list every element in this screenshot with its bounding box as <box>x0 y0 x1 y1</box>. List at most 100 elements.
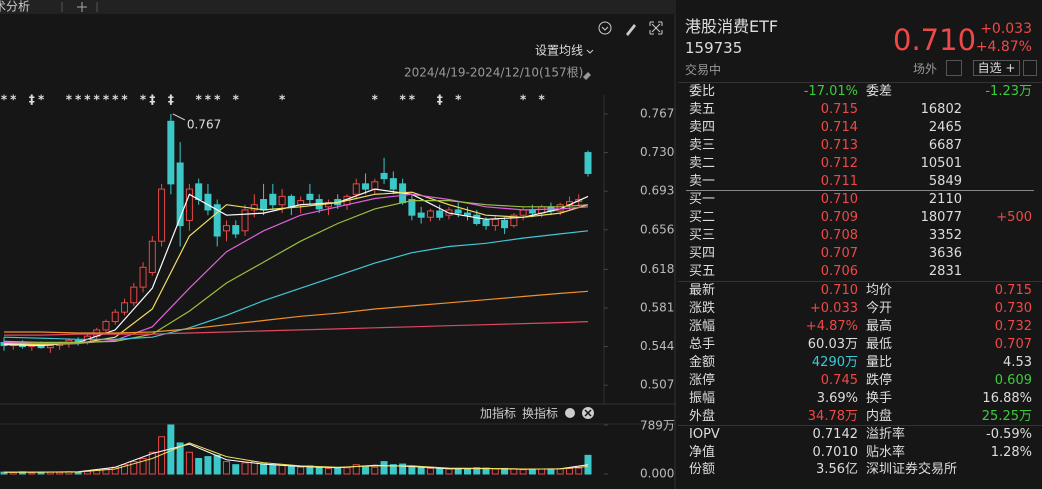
candle-body <box>195 183 203 201</box>
candle-body <box>185 188 193 221</box>
candle-body <box>241 209 249 232</box>
level-volume: 3636 <box>928 246 962 261</box>
candle-body <box>362 183 370 190</box>
stat-label: 振幅 <box>689 391 716 406</box>
level-volume: 2110 <box>928 192 962 207</box>
signal-marker: ‡ <box>29 93 35 107</box>
divider <box>678 281 1042 282</box>
fullscreen-icon[interactable] <box>649 21 663 35</box>
ma-line <box>4 290 589 334</box>
volume-bar <box>408 465 416 475</box>
volume-bar <box>334 467 342 475</box>
annotation-arrow <box>172 113 186 121</box>
level-change: +500 <box>996 210 1032 225</box>
stat-value: +4.87% <box>805 319 858 334</box>
signal-marker: ‡ <box>149 93 155 107</box>
y-tick-label: 0.693 <box>640 184 674 198</box>
volume-bar <box>352 464 360 475</box>
more-button[interactable] <box>1023 60 1037 76</box>
signal-marker: * <box>66 93 73 107</box>
signal-marker: * <box>399 93 406 107</box>
diff: -1.23万 <box>985 84 1032 99</box>
fund-value: -0.59% <box>986 427 1032 442</box>
tab[interactable]: 技术分析 <box>0 0 30 14</box>
level-volume: 3352 <box>928 228 962 243</box>
volume-bar <box>565 467 573 475</box>
candle-body <box>454 209 462 214</box>
signal-marker: * <box>372 93 379 107</box>
ma-line <box>4 321 589 336</box>
candle-body <box>148 240 156 274</box>
level-price: 0.713 <box>820 138 858 153</box>
stat-label: 涨跌 <box>689 301 716 316</box>
ma-setting[interactable]: 设置均线 <box>535 44 583 58</box>
signal-marker: * <box>455 93 462 107</box>
stat-label: 总手 <box>689 337 716 352</box>
volume-bar <box>519 469 527 475</box>
stat-label: 外盘 <box>689 409 716 424</box>
candle-body <box>269 193 277 206</box>
watchlist-button[interactable]: 自选 + <box>973 60 1020 76</box>
signal-marker: * <box>1 93 8 107</box>
candle-body <box>584 152 592 174</box>
volume-tick-label: 789万 <box>640 419 675 433</box>
level-label: 卖五 <box>689 102 716 117</box>
volume-bar <box>121 464 129 475</box>
candle-body <box>204 193 212 211</box>
signal-marker: * <box>75 93 82 107</box>
candle-body <box>111 311 119 323</box>
date-range: 2024/4/19-2024/12/10(157根) <box>404 66 583 80</box>
volume-bar <box>185 451 193 475</box>
volume-bar <box>222 461 230 475</box>
volume-bar <box>445 468 453 475</box>
level-price: 0.715 <box>820 102 858 117</box>
level-volume: 18077 <box>920 210 962 225</box>
y-tick-label: 0.618 <box>640 262 674 276</box>
volume-bar <box>426 467 434 475</box>
volume-ma-line <box>3 443 589 473</box>
stat-label: 最新 <box>689 283 716 298</box>
candle-body <box>426 210 434 218</box>
draw-icon[interactable] <box>626 24 636 36</box>
stat-value: +0.033 <box>809 301 858 316</box>
signal-marker: * <box>10 93 17 107</box>
signal-marker: * <box>38 93 45 107</box>
volume-bar <box>148 451 156 475</box>
candle-body <box>102 321 110 331</box>
chart: 技术分析 设置均线 2024/4/19-2024/12/10(157根) 加指标… <box>0 0 676 489</box>
add-indicator[interactable]: 加指标 <box>480 406 516 421</box>
volume-bar <box>371 466 379 475</box>
switch-indicator[interactable]: 换指标 <box>522 406 558 421</box>
stat-value: 0.710 <box>820 283 858 298</box>
fund-code: 159735 <box>685 39 743 57</box>
level-volume: 5849 <box>928 174 962 189</box>
diff-label: 委差 <box>866 84 893 99</box>
close-icon <box>584 409 592 417</box>
candle-body <box>501 219 509 229</box>
candle-body <box>176 162 184 227</box>
volume-bar <box>241 462 249 475</box>
stat-value: 0.707 <box>994 337 1032 352</box>
level-price: 0.712 <box>820 156 858 171</box>
volume-bar <box>464 468 471 475</box>
level-volume: 6687 <box>928 138 962 153</box>
settings-icon[interactable] <box>598 21 612 35</box>
candle-body <box>408 199 416 216</box>
ma-line <box>3 191 589 346</box>
level-label: 买三 <box>689 228 716 243</box>
level-label: 卖二 <box>689 156 716 171</box>
alert-button[interactable] <box>946 60 962 76</box>
stat-value: 0.609 <box>994 373 1032 388</box>
level-label: 卖一 <box>689 174 716 189</box>
candle-body <box>389 178 397 190</box>
stat-value: 25.25万 <box>981 409 1032 424</box>
stat-label: 金额 <box>689 355 716 370</box>
add-tab-icon[interactable] <box>77 2 87 12</box>
candle-body <box>130 286 138 304</box>
signal-marker: * <box>409 93 416 107</box>
level-price: 0.708 <box>820 228 858 243</box>
pin-icon[interactable] <box>583 72 591 80</box>
gear-icon[interactable] <box>565 408 575 418</box>
level-volume: 16802 <box>920 102 962 117</box>
divider <box>678 82 1042 83</box>
